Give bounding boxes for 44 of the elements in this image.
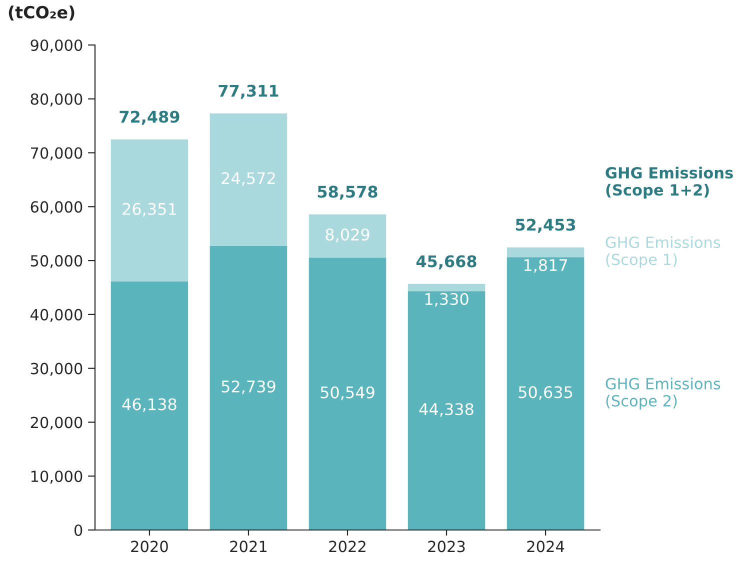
data-label: 1,817 xyxy=(524,259,568,273)
data-label: 44,338 xyxy=(419,403,474,417)
bar xyxy=(210,113,288,246)
y-tick-label: 0 xyxy=(74,524,82,536)
data-label: 50,635 xyxy=(518,386,572,400)
x-tick-label: 2022 xyxy=(329,540,366,552)
y-tick-label: 40,000 xyxy=(30,308,82,322)
y-tick-label: 90,000 xyxy=(30,39,82,53)
series-label: GHG Emissions (Scope 1) xyxy=(606,236,720,268)
total-label: 45,668 xyxy=(416,255,476,270)
data-label: 46,138 xyxy=(122,398,176,412)
bar xyxy=(506,247,584,258)
x-tick-label: 2020 xyxy=(131,540,168,552)
bar xyxy=(110,281,188,530)
data-label: 52,739 xyxy=(222,380,276,394)
series-label: GHG Emissions (Scope 2) xyxy=(606,378,720,410)
data-label: 8,029 xyxy=(326,228,370,242)
total-label: 72,489 xyxy=(120,110,180,125)
y-tick-label: 30,000 xyxy=(30,362,82,376)
data-label: 1,330 xyxy=(425,292,468,307)
y-tick-label: 50,000 xyxy=(30,255,82,268)
data-label: 26,351 xyxy=(122,202,176,217)
data-label: 24,572 xyxy=(222,172,275,186)
total-label: 58,578 xyxy=(318,186,378,200)
y-tick-label: 80,000 xyxy=(30,93,82,106)
bar xyxy=(408,284,486,292)
y-tick-label: 10,000 xyxy=(31,470,82,484)
bar xyxy=(308,258,386,530)
x-tick-label: 2023 xyxy=(428,540,465,552)
bar xyxy=(210,246,288,530)
bar xyxy=(110,139,188,282)
bar xyxy=(308,214,386,258)
text: GHG Emissions (Scope 1+2) xyxy=(606,166,733,199)
y-tick-label: 60,000 xyxy=(30,201,82,214)
data-label: 50,549 xyxy=(320,386,374,400)
x-tick-label: 2021 xyxy=(230,540,267,552)
bar xyxy=(408,291,486,530)
total-label: 52,453 xyxy=(516,218,576,233)
bar xyxy=(506,257,584,530)
y-tick-label: 20,000 xyxy=(30,416,82,430)
y-axis-title: (tCO₂e) xyxy=(8,6,74,20)
x-tick-label: 2024 xyxy=(527,540,564,552)
total-label: 77,311 xyxy=(218,84,278,99)
y-tick-label: 70,000 xyxy=(30,147,82,160)
